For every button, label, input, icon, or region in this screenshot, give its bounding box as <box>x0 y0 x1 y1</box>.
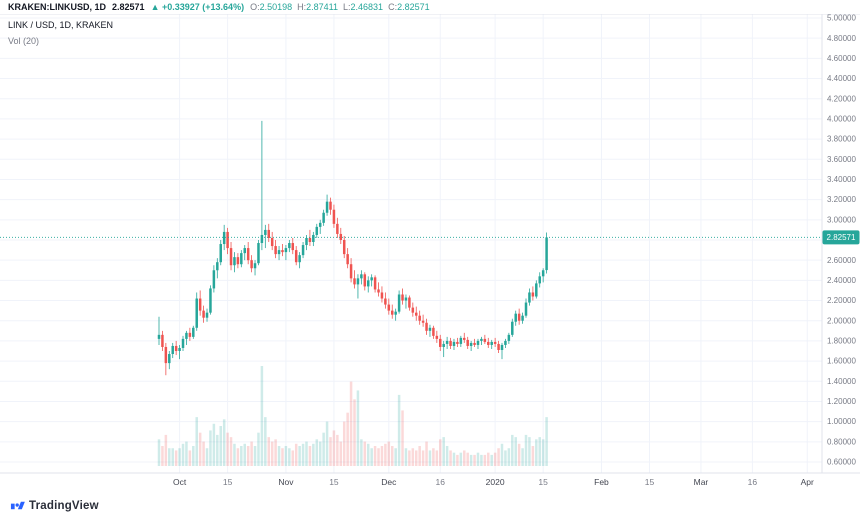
legend-series-title[interactable]: LINK / USD, 1D, KRAKEN <box>8 20 114 30</box>
svg-text:4.20000: 4.20000 <box>827 94 856 103</box>
svg-text:3.40000: 3.40000 <box>827 175 856 184</box>
svg-text:Nov: Nov <box>278 477 294 487</box>
svg-text:2.20000: 2.20000 <box>827 296 856 305</box>
svg-text:3.60000: 3.60000 <box>827 155 856 164</box>
price-change: ▲ +0.33927 (+13.64%) <box>151 0 245 14</box>
svg-text:Oct: Oct <box>173 477 187 487</box>
volume-layer <box>157 366 548 466</box>
last-price-badge: 2.82571 <box>822 230 860 245</box>
svg-text:15: 15 <box>329 477 339 487</box>
svg-text:1.60000: 1.60000 <box>827 357 856 366</box>
svg-text:16: 16 <box>436 477 446 487</box>
high-value: 2.87411 <box>306 2 339 12</box>
change-value: +0.33927 (+13.64%) <box>162 2 245 12</box>
svg-text:3.00000: 3.00000 <box>827 215 856 224</box>
candles-layer <box>157 120 548 376</box>
svg-text:4.40000: 4.40000 <box>827 74 856 83</box>
open-value: 2.50198 <box>259 2 293 12</box>
svg-text:1.20000: 1.20000 <box>827 397 856 406</box>
svg-text:4.80000: 4.80000 <box>827 34 856 43</box>
svg-text:1.00000: 1.00000 <box>827 417 856 426</box>
tradingview-watermark-text: TradingView <box>29 499 99 512</box>
close-label: C: <box>388 2 398 12</box>
svg-text:Dec: Dec <box>381 477 397 487</box>
overlay-layer <box>0 13 860 474</box>
svg-text:1.40000: 1.40000 <box>827 377 856 386</box>
price-axis[interactable]: 0.60000 0.80000 1.00000 1.20000 1.40000 1.600… <box>827 14 856 467</box>
low-value: 2.46831 <box>350 2 384 12</box>
svg-text:Feb: Feb <box>594 477 609 487</box>
open-label: O: <box>250 2 260 12</box>
svg-text:15: 15 <box>645 477 655 487</box>
change-arrow-icon: ▲ <box>150 2 160 12</box>
svg-text:1.80000: 1.80000 <box>827 337 856 346</box>
ohlc-values: O:2.50198 H:2.87411 L:2.46831 C:2.82571 <box>250 0 430 14</box>
last-price-text: 2.82571 <box>112 2 145 12</box>
tradingview-watermark[interactable]: TradingView <box>8 499 99 512</box>
svg-text:Apr: Apr <box>801 477 814 487</box>
high-label: H: <box>297 2 307 12</box>
svg-text:2020: 2020 <box>486 477 505 487</box>
svg-text:2.00000: 2.00000 <box>827 316 856 325</box>
svg-text:Mar: Mar <box>694 477 709 487</box>
symbol-title: KRAKEN:LINKUSD, 1D <box>8 2 107 12</box>
symbol-info-bar: KRAKEN:LINKUSD, 1D 2.82571 ▲ +0.33927 (+… <box>0 0 860 14</box>
svg-text:5.00000: 5.00000 <box>827 14 856 23</box>
svg-text:4.60000: 4.60000 <box>827 54 856 63</box>
svg-text:15: 15 <box>223 477 233 487</box>
chart-legend[interactable]: LINK / USD, 1D, KRAKEN Vol (20) <box>8 20 113 46</box>
svg-text:2.40000: 2.40000 <box>827 276 856 285</box>
grid-layer <box>0 14 822 473</box>
close-value: 2.82571 <box>397 2 430 12</box>
time-axis[interactable]: Oct 15 Nov 15 Dec 16 2020 15 Feb 15 Mar 16 Apr <box>173 477 814 487</box>
svg-text:2.82571: 2.82571 <box>827 233 856 242</box>
low-label: L: <box>343 2 351 12</box>
tradingview-logo-icon <box>10 501 25 510</box>
svg-text:0.80000: 0.80000 <box>827 437 856 446</box>
svg-text:15: 15 <box>538 477 548 487</box>
legend-volume-indicator[interactable]: Vol (20) <box>8 36 40 46</box>
svg-text:3.20000: 3.20000 <box>827 195 856 204</box>
svg-text:0.60000: 0.60000 <box>827 458 856 467</box>
svg-text:16: 16 <box>748 477 758 487</box>
svg-text:4.00000: 4.00000 <box>827 115 856 124</box>
svg-text:3.80000: 3.80000 <box>827 135 856 144</box>
svg-text:2.60000: 2.60000 <box>827 256 856 265</box>
